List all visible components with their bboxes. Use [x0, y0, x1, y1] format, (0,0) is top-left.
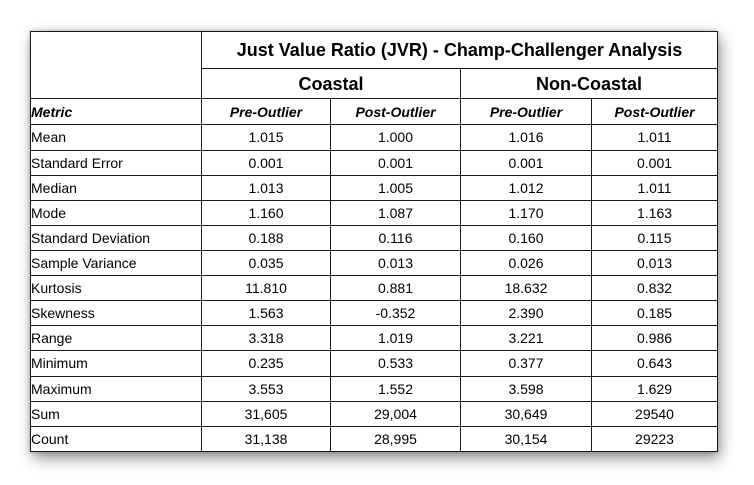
- metric-label: Sum: [30, 400, 202, 427]
- table-row: Range 3.318 1.019 3.221 0.986: [30, 325, 719, 352]
- noncoastal-pre-value: 0.001: [460, 149, 592, 176]
- noncoastal-pre-value: 1.016: [460, 124, 592, 151]
- group-header-non-coastal: Non-Coastal: [459, 68, 719, 100]
- coastal-pre-value: 1.160: [201, 199, 331, 226]
- coastal-post-value: 0.116: [330, 224, 461, 251]
- coastal-pre-value: 31,138: [201, 425, 331, 453]
- table-row: Skewness 1.563 -0.352 2.390 0.185: [30, 300, 719, 327]
- noncoastal-pre-value: 30,154: [460, 425, 592, 453]
- metric-label: Skewness: [30, 300, 202, 327]
- metric-label: Standard Deviation: [30, 224, 202, 251]
- table-row: Kurtosis 11.810 0.881 18.632 0.832: [30, 275, 719, 302]
- noncoastal-post-value: 0.013: [590, 249, 719, 277]
- group-header-row: Coastal Non-Coastal: [30, 68, 719, 100]
- noncoastal-post-value: 0.643: [590, 350, 719, 377]
- noncoastal-pre-value: 0.026: [460, 249, 592, 277]
- coastal-pre-value: 1.013: [201, 174, 331, 201]
- noncoastal-post-value: 29540: [590, 400, 719, 427]
- noncoastal-pre-value: 0.160: [460, 224, 592, 251]
- coastal-post-value: 1.005: [330, 174, 461, 201]
- group-header-coastal: Coastal: [201, 68, 461, 100]
- metric-label: Mode: [30, 199, 202, 226]
- coastal-pre-value: 1.563: [201, 300, 331, 327]
- noncoastal-post-value: 0.115: [590, 224, 719, 251]
- column-header-noncoastal-pre: Pre-Outlier: [460, 98, 592, 126]
- coastal-pre-value: 3.553: [201, 375, 331, 402]
- noncoastal-pre-value: 30,649: [460, 400, 592, 427]
- coastal-post-value: 1.087: [330, 199, 461, 226]
- table-title: Just Value Ratio (JVR) - Champ-Challenge…: [200, 30, 719, 70]
- table-row: Sample Variance 0.035 0.013 0.026 0.013: [30, 249, 719, 277]
- coastal-post-value: -0.352: [330, 300, 461, 327]
- table-row: Standard Deviation 0.188 0.116 0.160 0.115: [30, 224, 719, 251]
- coastal-pre-value: 0.001: [201, 149, 331, 176]
- column-header-row: Metric Pre-Outlier Post-Outlier Pre-Outl…: [30, 98, 719, 126]
- coastal-post-value: 1.000: [330, 124, 461, 151]
- coastal-post-value: 1.552: [330, 375, 461, 402]
- coastal-post-value: 0.001: [330, 149, 461, 176]
- metric-label: Median: [30, 174, 202, 201]
- metric-label: Mean: [30, 124, 202, 151]
- table-row: Count 31,138 28,995 30,154 29223: [30, 425, 719, 453]
- coastal-post-value: 1.019: [330, 325, 461, 352]
- coastal-post-value: 0.533: [330, 350, 461, 377]
- metric-label: Minimum: [30, 350, 202, 377]
- table-row: Minimum 0.235 0.533 0.377 0.643: [30, 350, 719, 377]
- metric-label: Maximum: [30, 375, 202, 402]
- jvr-statistics-table: Just Value Ratio (JVR) - Champ-Challenge…: [30, 30, 719, 453]
- noncoastal-pre-value: 1.012: [460, 174, 592, 201]
- noncoastal-post-value: 29223: [590, 425, 719, 453]
- metric-label: Kurtosis: [30, 275, 202, 302]
- noncoastal-post-value: 0.986: [590, 325, 719, 352]
- column-header-coastal-pre: Pre-Outlier: [201, 98, 331, 126]
- metric-label: Count: [30, 425, 202, 453]
- coastal-pre-value: 31,605: [201, 400, 331, 427]
- coastal-post-value: 0.013: [330, 249, 461, 277]
- table-row: Mean 1.015 1.000 1.016 1.011: [30, 124, 719, 151]
- column-header-coastal-post: Post-Outlier: [330, 98, 461, 126]
- noncoastal-pre-value: 3.221: [460, 325, 592, 352]
- table-body: Mean 1.015 1.000 1.016 1.011 Standard Error 0.…: [30, 124, 719, 453]
- noncoastal-post-value: 1.629: [590, 375, 719, 402]
- coastal-pre-value: 11.810: [201, 275, 331, 302]
- table-row: Median 1.013 1.005 1.012 1.011: [30, 174, 719, 201]
- coastal-post-value: 28,995: [330, 425, 461, 453]
- table-row: Maximum 3.553 1.552 3.598 1.629: [30, 375, 719, 402]
- metric-label: Standard Error: [30, 149, 202, 176]
- noncoastal-post-value: 0.185: [590, 300, 719, 327]
- noncoastal-pre-value: 0.377: [460, 350, 592, 377]
- coastal-pre-value: 0.235: [201, 350, 331, 377]
- noncoastal-pre-value: 3.598: [460, 375, 592, 402]
- title-row: Just Value Ratio (JVR) - Champ-Challenge…: [30, 30, 719, 70]
- metric-label: Range: [30, 325, 202, 352]
- noncoastal-pre-value: 1.170: [460, 199, 592, 226]
- noncoastal-post-value: 0.001: [590, 149, 719, 176]
- noncoastal-post-value: 0.832: [590, 275, 719, 302]
- blank-corner-group: [30, 68, 202, 100]
- blank-corner-top: [30, 30, 202, 69]
- table-row: Sum 31,605 29,004 30,649 29540: [30, 400, 719, 427]
- coastal-post-value: 0.881: [330, 275, 461, 302]
- coastal-post-value: 29,004: [330, 400, 461, 427]
- coastal-pre-value: 3.318: [201, 325, 331, 352]
- noncoastal-post-value: 1.011: [590, 124, 719, 151]
- column-header-noncoastal-post: Post-Outlier: [590, 98, 719, 126]
- table-row: Standard Error 0.001 0.001 0.001 0.001: [30, 149, 719, 176]
- column-header-metric: Metric: [30, 98, 202, 126]
- noncoastal-post-value: 1.163: [590, 199, 719, 226]
- noncoastal-pre-value: 18.632: [460, 275, 592, 302]
- noncoastal-post-value: 1.011: [590, 174, 719, 201]
- noncoastal-pre-value: 2.390: [460, 300, 592, 327]
- table-row: Mode 1.160 1.087 1.170 1.163: [30, 199, 719, 226]
- coastal-pre-value: 0.188: [201, 224, 331, 251]
- metric-label: Sample Variance: [30, 249, 202, 277]
- coastal-pre-value: 1.015: [201, 124, 331, 151]
- coastal-pre-value: 0.035: [201, 249, 331, 277]
